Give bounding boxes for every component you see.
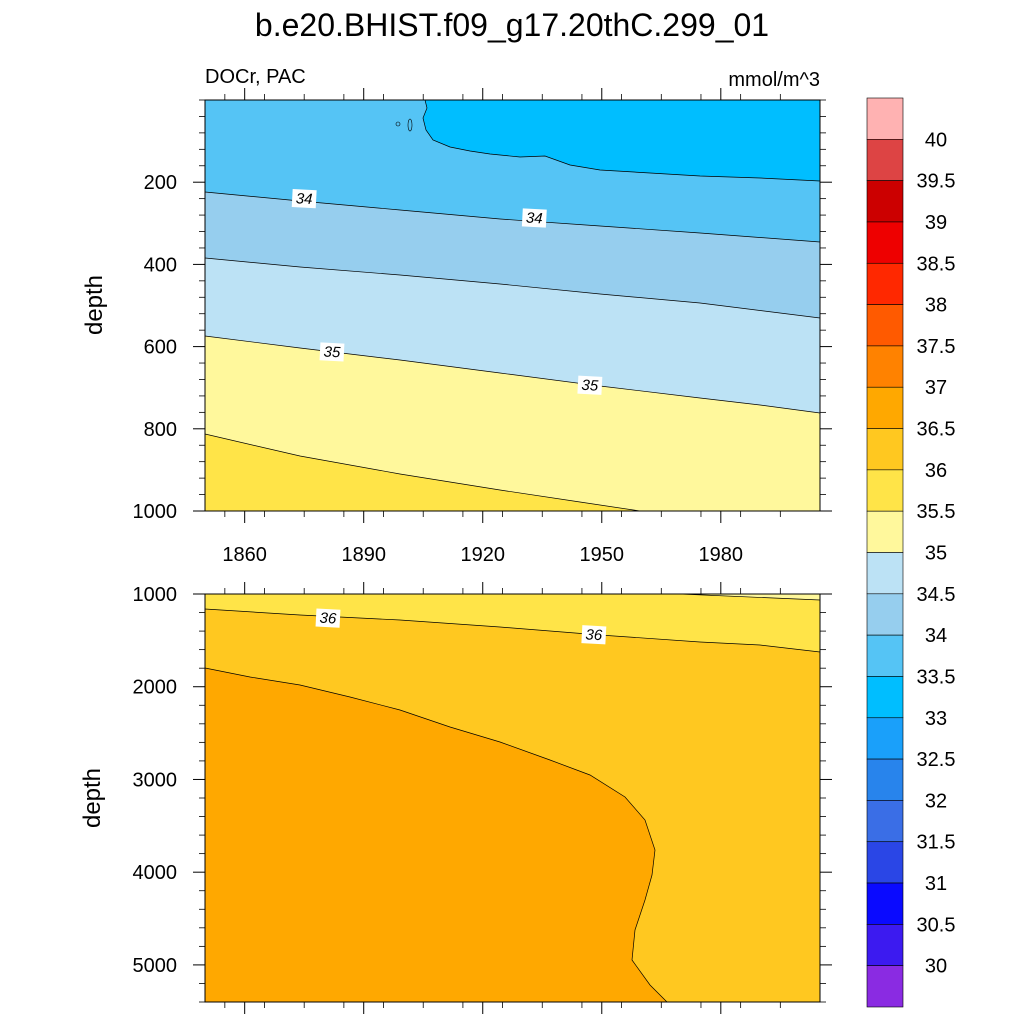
- contour-label: 36: [581, 625, 607, 645]
- contour-label-box: [581, 625, 607, 645]
- colorbar-box: [866, 676, 904, 719]
- y-tick-label: 400: [144, 254, 177, 276]
- colorbar-box: [866, 345, 904, 388]
- y-tick-label: 2000: [133, 677, 178, 699]
- upper-plot-frame: [204, 99, 821, 512]
- colorbar-label: 40: [925, 129, 947, 151]
- colorbar-box: [866, 304, 904, 347]
- contour-label-box: [319, 342, 345, 362]
- colorbar-box: [866, 965, 904, 1008]
- colorbar-label: 32: [925, 790, 947, 812]
- colorbar-label: 30: [925, 956, 947, 978]
- contour-label: 35: [319, 342, 345, 362]
- colorbar-box: [866, 97, 904, 140]
- upper-axis-ticks: 200 400 600 800 1000 1860 1890 1920 1950 1980: [133, 88, 832, 566]
- colorbar-box: [866, 139, 904, 181]
- upper-contour-lines: [205, 100, 820, 511]
- contour-label-box: [315, 608, 341, 628]
- contour-label-box: [291, 189, 317, 209]
- colorbar-label: 34: [925, 625, 947, 647]
- upper-fill-35-5: [205, 434, 640, 511]
- colorbar-box: [866, 180, 904, 223]
- contour-label-text: 34: [295, 190, 313, 208]
- colorbar-box: [866, 510, 904, 553]
- colorbar-label: 31.5: [917, 832, 956, 854]
- y-tick-label: 600: [144, 337, 177, 359]
- colorbar-box: [866, 428, 904, 471]
- y-tick-label: 1000: [133, 584, 178, 606]
- colorbar-box: [866, 758, 904, 801]
- x-tick-label: 1920: [460, 544, 505, 566]
- y-tick-label: 4000: [133, 862, 178, 884]
- contour-label-text: 36: [319, 610, 337, 628]
- colorbar-label: 33.5: [917, 666, 956, 688]
- contour-label: 34: [291, 189, 317, 209]
- colorbar-box: [866, 882, 904, 925]
- colorbar-box: [866, 717, 904, 760]
- colorbar-label: 35.5: [917, 501, 956, 523]
- colorbar-box: [866, 469, 904, 512]
- contour-label-text: 35: [323, 344, 341, 362]
- contour-label-text: 35: [581, 377, 599, 395]
- colorbar-label: 36.5: [917, 419, 956, 441]
- colorbar-label: 39: [925, 212, 947, 234]
- upper-small-contour: [407, 118, 413, 132]
- y-tick-label: 3000: [133, 769, 178, 791]
- colorbar-box: [866, 386, 904, 429]
- chart-title: b.e20.BHIST.f09_g17.20thC.299_01: [255, 7, 769, 43]
- upper-small-contour-dot: [395, 121, 401, 127]
- colorbar-label: 39.5: [917, 171, 956, 193]
- upper-ylabel: depth: [81, 275, 108, 335]
- x-tick-label: 1980: [699, 544, 744, 566]
- colorbar-label: 38: [925, 295, 947, 317]
- colorbar-box: [866, 634, 904, 677]
- colorbar-box: [866, 262, 904, 305]
- lower-panel: 36 36 1000 2000 3000 4000 5000 depth: [79, 582, 832, 1014]
- colorbar-box: [866, 800, 904, 843]
- colorbar-label: 31: [925, 873, 947, 895]
- colorbar-label: 36: [925, 460, 947, 482]
- contour-label-text: 36: [585, 626, 603, 644]
- units-label: mmol/m^3: [728, 69, 820, 91]
- colorbar-box: [866, 841, 904, 884]
- contour-label: 36: [315, 608, 341, 628]
- contour-label-box: [521, 208, 547, 228]
- colorbar-label: 37: [925, 377, 947, 399]
- colorbar-label: 38.5: [917, 253, 956, 275]
- y-tick-label: 200: [144, 172, 177, 194]
- colorbar-label: 35: [925, 543, 947, 565]
- upper-panel: 34 34 35 35 200 400 600 800 1000 1860 1890 1920 195…: [81, 88, 832, 566]
- contour-label-text: 34: [526, 210, 544, 228]
- colorbar-box: [866, 924, 904, 966]
- contour-label-box: [577, 375, 603, 395]
- x-tick-label: 1890: [341, 544, 386, 566]
- y-tick-label: 5000: [133, 955, 178, 977]
- lower-contour-labels: 36 36: [315, 608, 607, 645]
- colorbar: 30 30.5 31 31.5 32 32.5 33 33.5 34 34.5 35 35.5 36 36…: [866, 97, 956, 1008]
- x-tick-label: 1950: [580, 544, 625, 566]
- colorbar-label: 33: [925, 708, 947, 730]
- x-tick-label: 1860: [222, 544, 267, 566]
- colorbar-label: 30.5: [917, 914, 956, 936]
- lower-axis-ticks: 1000 2000 3000 4000 5000: [133, 582, 832, 1014]
- colorbar-label: 34.5: [917, 584, 956, 606]
- colorbar-label: 37.5: [917, 336, 956, 358]
- contour-label: 34: [521, 208, 547, 228]
- colorbar-box: [866, 552, 904, 595]
- lower-ylabel: depth: [79, 768, 106, 828]
- lower-fill-36-5: [205, 668, 667, 1002]
- y-tick-label: 1000: [133, 501, 178, 523]
- variable-region-label: DOCr, PAC: [205, 66, 306, 88]
- y-tick-label: 800: [144, 419, 177, 441]
- colorbar-box: [866, 593, 904, 636]
- colorbar-label: 32.5: [917, 749, 956, 771]
- upper-contour-labels: 34 34 35 35: [291, 189, 603, 395]
- contour-label: 35: [577, 375, 603, 395]
- colorbar-box: [866, 221, 904, 264]
